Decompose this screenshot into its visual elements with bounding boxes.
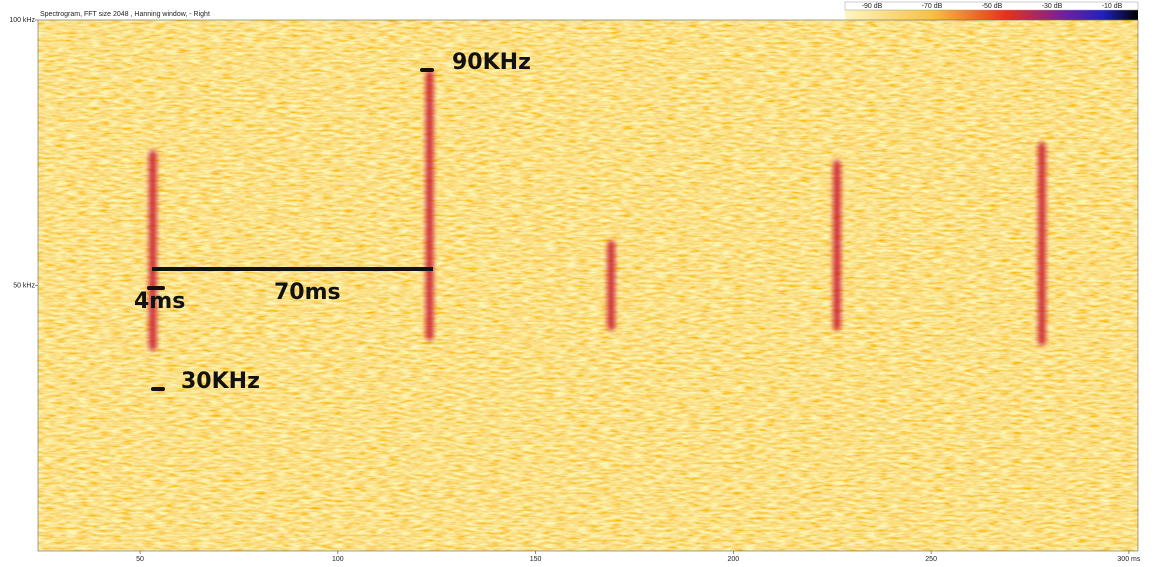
call	[148, 150, 157, 351]
x-tick-label: 150	[530, 556, 542, 563]
annotation: 70ms	[274, 280, 341, 305]
annotation: 30KHz	[181, 369, 260, 394]
x-tick-label: 200	[728, 556, 740, 563]
x-tick-label: 250	[925, 556, 937, 563]
call	[832, 160, 841, 331]
marker	[151, 387, 165, 391]
colorbar-label: -70 dB	[922, 3, 943, 10]
annotation: 4ms	[134, 289, 185, 314]
y-tick-label: 100 kHz	[9, 17, 35, 24]
x-tick-label: 100	[332, 556, 344, 563]
x-tick-label: 50	[136, 556, 144, 563]
colorbar-frame	[844, 1, 1139, 11]
annotation: 90KHz	[452, 50, 531, 75]
colorbar-label: -30 dB	[1042, 3, 1063, 10]
noise	[38, 20, 1138, 551]
call	[607, 240, 616, 331]
call	[425, 69, 434, 341]
colorbar-label: -50 dB	[982, 3, 1003, 10]
colorbar-label: -10 dB	[1102, 3, 1123, 10]
x-tick-label: 300 ms	[1117, 556, 1140, 563]
y-tick-label: 50 kHz	[13, 282, 35, 289]
colorbar-label: -90 dB	[862, 3, 883, 10]
colorbar	[845, 10, 1138, 20]
marker	[420, 68, 434, 72]
call	[1037, 142, 1046, 346]
marker	[147, 286, 165, 290]
chart-title: Spectrogram, FFT size 2048 , Hanning win…	[40, 11, 210, 18]
interval-line	[152, 267, 433, 271]
